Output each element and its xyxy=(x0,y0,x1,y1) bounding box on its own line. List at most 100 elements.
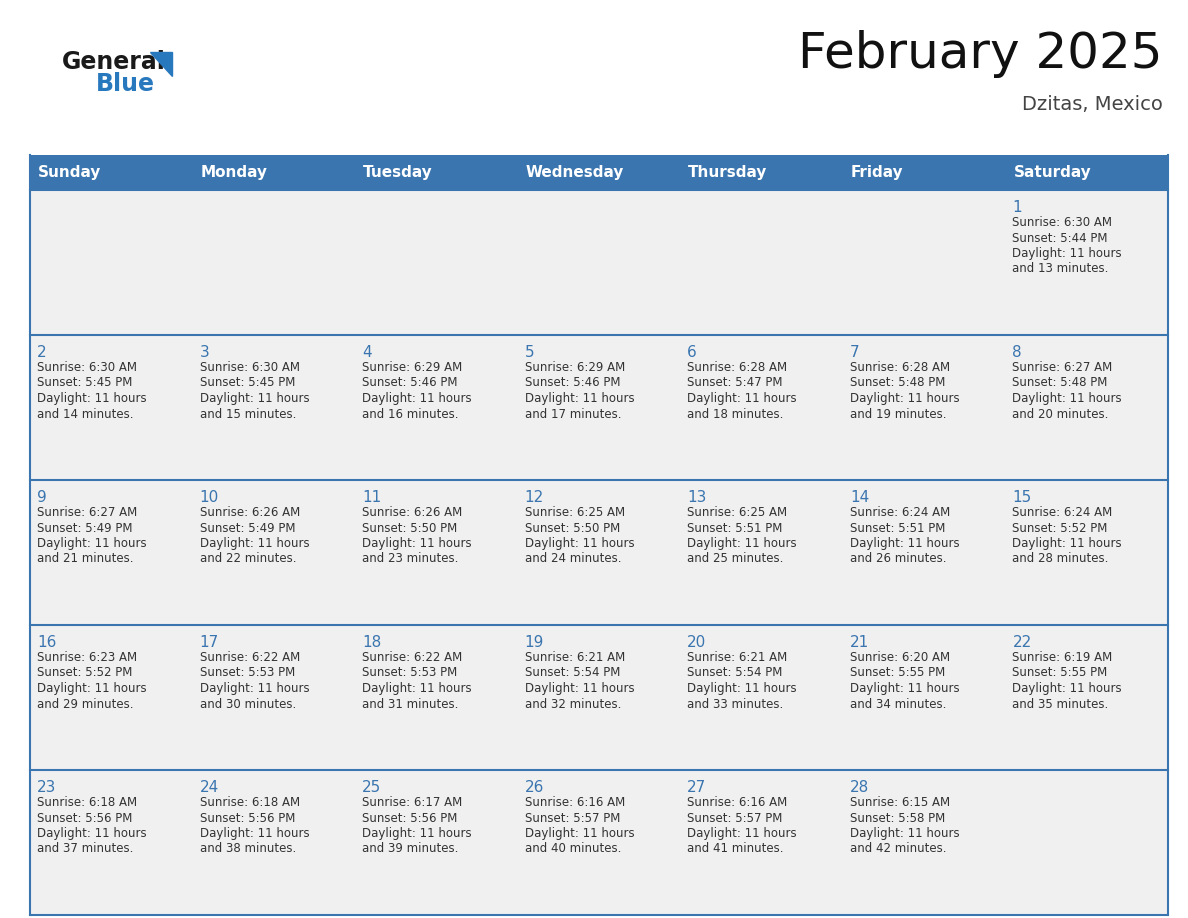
Text: Sunrise: 6:30 AM: Sunrise: 6:30 AM xyxy=(200,361,299,374)
Text: Sunrise: 6:28 AM: Sunrise: 6:28 AM xyxy=(849,361,950,374)
Text: Daylight: 11 hours: Daylight: 11 hours xyxy=(37,682,146,695)
Text: Sunset: 5:51 PM: Sunset: 5:51 PM xyxy=(688,521,783,534)
Text: Sunrise: 6:15 AM: Sunrise: 6:15 AM xyxy=(849,796,950,809)
Text: Daylight: 11 hours: Daylight: 11 hours xyxy=(525,537,634,550)
Text: Sunset: 5:44 PM: Sunset: 5:44 PM xyxy=(1012,231,1108,244)
Text: Sunrise: 6:21 AM: Sunrise: 6:21 AM xyxy=(525,651,625,664)
Text: Sunset: 5:56 PM: Sunset: 5:56 PM xyxy=(362,812,457,824)
Text: and 22 minutes.: and 22 minutes. xyxy=(200,553,296,565)
Text: Sunrise: 6:28 AM: Sunrise: 6:28 AM xyxy=(688,361,788,374)
Text: Sunrise: 6:29 AM: Sunrise: 6:29 AM xyxy=(525,361,625,374)
Text: Sunrise: 6:30 AM: Sunrise: 6:30 AM xyxy=(37,361,137,374)
Text: Sunrise: 6:23 AM: Sunrise: 6:23 AM xyxy=(37,651,137,664)
Text: Sunset: 5:58 PM: Sunset: 5:58 PM xyxy=(849,812,946,824)
Text: and 31 minutes.: and 31 minutes. xyxy=(362,698,459,711)
Text: Sunrise: 6:19 AM: Sunrise: 6:19 AM xyxy=(1012,651,1113,664)
Text: Sunset: 5:49 PM: Sunset: 5:49 PM xyxy=(37,521,133,534)
Text: Sunset: 5:55 PM: Sunset: 5:55 PM xyxy=(1012,666,1107,679)
Text: Daylight: 11 hours: Daylight: 11 hours xyxy=(1012,537,1121,550)
Text: 3: 3 xyxy=(200,345,209,360)
Text: Daylight: 11 hours: Daylight: 11 hours xyxy=(37,537,146,550)
Text: Sunrise: 6:24 AM: Sunrise: 6:24 AM xyxy=(1012,506,1113,519)
Text: Daylight: 11 hours: Daylight: 11 hours xyxy=(37,392,146,405)
Text: Daylight: 11 hours: Daylight: 11 hours xyxy=(362,827,472,840)
Text: 25: 25 xyxy=(362,780,381,795)
Text: Daylight: 11 hours: Daylight: 11 hours xyxy=(200,827,309,840)
Text: Daylight: 11 hours: Daylight: 11 hours xyxy=(200,537,309,550)
Text: and 32 minutes.: and 32 minutes. xyxy=(525,698,621,711)
Text: and 15 minutes.: and 15 minutes. xyxy=(200,408,296,420)
Text: General: General xyxy=(62,50,166,74)
Text: and 18 minutes.: and 18 minutes. xyxy=(688,408,784,420)
Text: Sunset: 5:55 PM: Sunset: 5:55 PM xyxy=(849,666,946,679)
Text: 16: 16 xyxy=(37,635,56,650)
Text: and 38 minutes.: and 38 minutes. xyxy=(200,843,296,856)
Text: Sunset: 5:50 PM: Sunset: 5:50 PM xyxy=(362,521,457,534)
Text: and 19 minutes.: and 19 minutes. xyxy=(849,408,947,420)
Text: Sunset: 5:54 PM: Sunset: 5:54 PM xyxy=(688,666,783,679)
Text: 24: 24 xyxy=(200,780,219,795)
Text: Sunset: 5:52 PM: Sunset: 5:52 PM xyxy=(37,666,132,679)
Text: Sunrise: 6:22 AM: Sunrise: 6:22 AM xyxy=(362,651,462,664)
Text: and 25 minutes.: and 25 minutes. xyxy=(688,553,784,565)
Text: Daylight: 11 hours: Daylight: 11 hours xyxy=(1012,247,1121,260)
Text: and 16 minutes.: and 16 minutes. xyxy=(362,408,459,420)
Bar xyxy=(30,625,1168,770)
Text: Sunrise: 6:27 AM: Sunrise: 6:27 AM xyxy=(1012,361,1113,374)
Text: 27: 27 xyxy=(688,780,707,795)
Text: Daylight: 11 hours: Daylight: 11 hours xyxy=(362,392,472,405)
Text: and 29 minutes.: and 29 minutes. xyxy=(37,698,133,711)
Text: Sunrise: 6:20 AM: Sunrise: 6:20 AM xyxy=(849,651,950,664)
Text: and 37 minutes.: and 37 minutes. xyxy=(37,843,133,856)
Text: Daylight: 11 hours: Daylight: 11 hours xyxy=(688,682,797,695)
Text: 17: 17 xyxy=(200,635,219,650)
Bar xyxy=(30,190,1168,335)
Text: Saturday: Saturday xyxy=(1013,165,1092,180)
Text: Sunset: 5:52 PM: Sunset: 5:52 PM xyxy=(1012,521,1107,534)
Text: Sunset: 5:46 PM: Sunset: 5:46 PM xyxy=(525,376,620,389)
Bar xyxy=(30,480,1168,625)
Text: Sunrise: 6:29 AM: Sunrise: 6:29 AM xyxy=(362,361,462,374)
Text: Wednesday: Wednesday xyxy=(526,165,624,180)
Text: and 35 minutes.: and 35 minutes. xyxy=(1012,698,1108,711)
Text: Daylight: 11 hours: Daylight: 11 hours xyxy=(200,682,309,695)
Text: Daylight: 11 hours: Daylight: 11 hours xyxy=(525,392,634,405)
Text: Sunset: 5:56 PM: Sunset: 5:56 PM xyxy=(200,812,295,824)
Text: 5: 5 xyxy=(525,345,535,360)
Text: 18: 18 xyxy=(362,635,381,650)
Text: 7: 7 xyxy=(849,345,859,360)
Text: 1: 1 xyxy=(1012,200,1022,215)
Text: Sunrise: 6:25 AM: Sunrise: 6:25 AM xyxy=(525,506,625,519)
Text: February 2025: February 2025 xyxy=(798,30,1163,78)
Text: Daylight: 11 hours: Daylight: 11 hours xyxy=(362,682,472,695)
Bar xyxy=(30,155,1168,190)
Text: Sunrise: 6:22 AM: Sunrise: 6:22 AM xyxy=(200,651,299,664)
Text: Daylight: 11 hours: Daylight: 11 hours xyxy=(849,827,960,840)
Text: Sunset: 5:51 PM: Sunset: 5:51 PM xyxy=(849,521,946,534)
Text: 4: 4 xyxy=(362,345,372,360)
Text: and 14 minutes.: and 14 minutes. xyxy=(37,408,133,420)
Text: and 17 minutes.: and 17 minutes. xyxy=(525,408,621,420)
Text: Sunset: 5:48 PM: Sunset: 5:48 PM xyxy=(849,376,946,389)
Text: Sunrise: 6:24 AM: Sunrise: 6:24 AM xyxy=(849,506,950,519)
Text: 9: 9 xyxy=(37,490,46,505)
Text: 22: 22 xyxy=(1012,635,1031,650)
Text: Sunrise: 6:21 AM: Sunrise: 6:21 AM xyxy=(688,651,788,664)
Text: Sunrise: 6:16 AM: Sunrise: 6:16 AM xyxy=(688,796,788,809)
Text: and 39 minutes.: and 39 minutes. xyxy=(362,843,459,856)
Text: 26: 26 xyxy=(525,780,544,795)
Text: and 26 minutes.: and 26 minutes. xyxy=(849,553,947,565)
Text: Sunset: 5:49 PM: Sunset: 5:49 PM xyxy=(200,521,295,534)
Text: 21: 21 xyxy=(849,635,870,650)
Text: Sunset: 5:47 PM: Sunset: 5:47 PM xyxy=(688,376,783,389)
Text: Sunset: 5:56 PM: Sunset: 5:56 PM xyxy=(37,812,132,824)
Text: Sunset: 5:53 PM: Sunset: 5:53 PM xyxy=(362,666,457,679)
Text: and 30 minutes.: and 30 minutes. xyxy=(200,698,296,711)
Text: Sunset: 5:50 PM: Sunset: 5:50 PM xyxy=(525,521,620,534)
Text: and 21 minutes.: and 21 minutes. xyxy=(37,553,133,565)
Text: Daylight: 11 hours: Daylight: 11 hours xyxy=(688,537,797,550)
Text: Sunset: 5:57 PM: Sunset: 5:57 PM xyxy=(688,812,783,824)
Text: Tuesday: Tuesday xyxy=(364,165,432,180)
Text: Sunset: 5:53 PM: Sunset: 5:53 PM xyxy=(200,666,295,679)
Text: Daylight: 11 hours: Daylight: 11 hours xyxy=(849,682,960,695)
